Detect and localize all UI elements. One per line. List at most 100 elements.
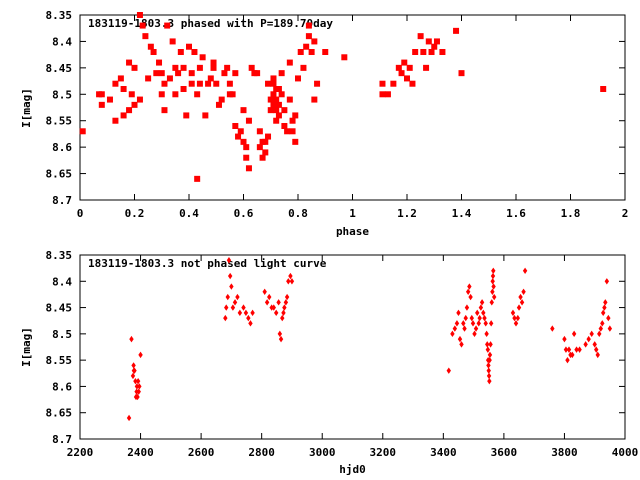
- data-point: [484, 330, 489, 338]
- data-point: [384, 91, 391, 98]
- data-point: [273, 96, 280, 103]
- data-point: [566, 346, 572, 353]
- data-point: [482, 314, 487, 322]
- data-point: [583, 341, 588, 348]
- data-point: [379, 91, 386, 98]
- data-point: [488, 341, 493, 348]
- data-point: [607, 325, 613, 332]
- data-point: [156, 59, 163, 66]
- data-point: [245, 117, 252, 124]
- data-point: [521, 288, 526, 295]
- x-tick-label: 2600: [188, 446, 215, 459]
- data-point: [267, 293, 272, 301]
- data-point: [289, 117, 296, 124]
- data-point: [278, 70, 285, 77]
- data-point: [226, 257, 232, 264]
- data-point: [126, 59, 133, 66]
- data-point: [483, 320, 488, 327]
- data-point: [488, 320, 494, 327]
- data-point: [595, 351, 600, 359]
- y-tick-label: 8.65: [46, 168, 73, 181]
- data-point: [513, 320, 519, 327]
- data-point: [292, 112, 299, 119]
- data-point: [286, 96, 293, 103]
- data-point: [136, 96, 143, 103]
- data-point: [226, 80, 233, 87]
- data-point: [235, 293, 240, 301]
- plot-frame: [79, 254, 626, 440]
- data-point: [562, 335, 567, 343]
- data-point: [133, 377, 138, 385]
- data-point: [433, 38, 440, 45]
- data-point: [589, 330, 594, 338]
- data-point: [180, 86, 187, 92]
- data-point: [425, 38, 432, 45]
- data-point: [243, 154, 250, 161]
- data-point: [303, 43, 310, 50]
- data-point: [409, 80, 416, 87]
- data-point: [262, 288, 267, 295]
- data-point: [229, 91, 236, 98]
- y-tick-label: 8.4: [52, 275, 72, 288]
- x-tick-label: 0.4: [179, 207, 199, 220]
- data-point: [137, 383, 142, 390]
- data-point: [232, 299, 238, 306]
- data-point: [240, 138, 247, 145]
- x-tick-label: 0.2: [125, 207, 145, 220]
- y-tick-label: 8.5: [52, 328, 72, 341]
- data-point: [138, 351, 143, 359]
- data-point: [130, 372, 136, 380]
- y-tick-label: 8.35: [46, 9, 73, 22]
- data-point: [598, 325, 603, 332]
- data-point: [158, 91, 165, 98]
- data-point: [136, 12, 143, 18]
- data-point: [164, 22, 171, 29]
- x-tick-label: 0.8: [288, 207, 308, 220]
- data-point: [183, 112, 190, 119]
- data-point: [297, 49, 304, 55]
- data-point: [275, 86, 282, 92]
- data-point: [224, 304, 229, 311]
- x-tick-label: 1: [349, 207, 356, 220]
- data-point: [472, 330, 477, 338]
- data-point: [423, 64, 430, 71]
- data-point: [129, 335, 134, 343]
- data-point: [281, 309, 286, 317]
- data-point: [570, 351, 575, 359]
- data-point: [428, 49, 435, 55]
- data-point: [469, 314, 474, 322]
- data-point: [202, 112, 209, 119]
- data-point: [398, 70, 405, 77]
- data-point: [515, 314, 521, 322]
- data-point: [600, 86, 607, 92]
- data-point: [522, 267, 528, 274]
- x-tick-label: 2200: [67, 446, 94, 459]
- phased-light-curve-chart: 0 0.2 0.4 0.6 0.8 1 1.2 1.4 1.6 1.8 2 8.35 8.4 8.45 8.…: [20, 9, 628, 238]
- data-point: [289, 278, 295, 285]
- y-tick-label: 8.7: [52, 194, 72, 207]
- data-point: [518, 293, 523, 301]
- data-point: [128, 91, 135, 98]
- data-point: [487, 377, 492, 385]
- data-point: [126, 107, 133, 114]
- data-point: [491, 283, 496, 290]
- data-point: [120, 86, 127, 92]
- data-point: [267, 107, 274, 114]
- data-point: [485, 346, 491, 353]
- data-point: [565, 356, 570, 364]
- data-point: [274, 309, 279, 317]
- data-point: [273, 107, 280, 114]
- chart-title: 183119-1803.3 phased with P=189.70day: [88, 17, 333, 30]
- x-tick-label: 3400: [430, 446, 457, 459]
- data-point: [186, 43, 192, 50]
- data-point: [262, 149, 269, 156]
- data-point: [586, 335, 591, 343]
- data-point: [457, 335, 463, 343]
- unphased-light-curve-chart: 2200 2400 2600 2800 3000 3200 3400 3600 3800 4000…: [20, 249, 638, 476]
- data-point: [486, 362, 491, 369]
- data-point: [194, 175, 201, 182]
- data-point: [550, 325, 555, 332]
- x-tick-label: 1.2: [397, 207, 417, 220]
- data-point: [136, 388, 141, 395]
